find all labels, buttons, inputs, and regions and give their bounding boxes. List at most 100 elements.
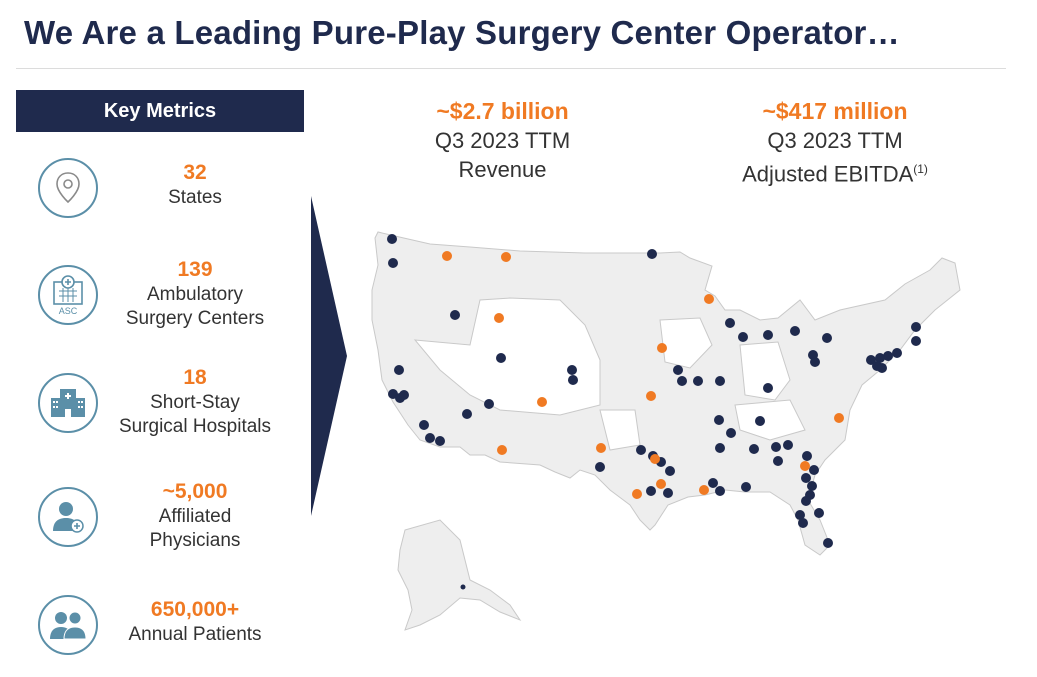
facility-marker-navy [773,456,783,466]
facility-marker-navy [795,510,805,520]
metric-label: Surgical Hospitals [118,416,272,437]
facility-marker-navy [822,333,832,343]
asc-building-icon: ASC [38,265,98,325]
facility-marker-navy [715,443,725,453]
facility-marker-navy [425,433,435,443]
facility-marker-orange [442,251,452,261]
facility-marker-orange [699,485,709,495]
metric-value: 139 [177,258,213,281]
facility-marker-navy [875,353,885,363]
facility-marker-navy [567,365,577,375]
facility-marker-orange [800,461,810,471]
facility-marker-navy [790,326,800,336]
metric-value: 650,000+ [150,598,240,621]
facility-marker-navy [783,440,793,450]
us-mainland-shape [371,231,961,556]
facility-marker-navy [663,488,673,498]
metric-label: Surgery Centers [125,308,265,329]
facility-marker-navy [677,376,687,386]
facility-marker-navy [419,420,429,430]
facility-marker-navy [801,473,811,483]
facility-marker-navy [771,442,781,452]
location-pin-icon [38,158,98,218]
ebitda-label: Adjusted EBITDA [742,161,914,187]
facility-marker-orange [650,454,660,464]
facility-marker-navy [647,249,657,259]
facility-marker-navy [814,508,824,518]
facility-marker-navy [883,351,893,361]
metric-asc: ASC 139 Ambulatory Surgery Centers [38,258,308,345]
alaska-shape [397,519,522,631]
facility-marker-navy [399,390,409,400]
facility-marker-navy [693,376,703,386]
patients-icon [38,595,98,655]
facility-marker-navy [665,466,675,476]
metric-label: Short-Stay [150,392,240,413]
revenue-label: Revenue [458,157,547,182]
facility-marker-navy [726,428,736,438]
chevron-arrow-icon [311,196,347,516]
facility-marker-orange [537,397,547,407]
facility-marker-navy [763,330,773,340]
facility-marker-navy [738,332,748,342]
facility-marker-navy [809,465,819,475]
page-title: We Are a Leading Pure-Play Surgery Cente… [24,14,900,51]
facility-marker-navy [807,481,817,491]
facility-marker-orange [834,413,844,423]
facility-marker-orange [657,343,667,353]
hospital-icon [38,373,98,433]
ebitda-period: Q3 2023 TTM [767,128,903,153]
facility-marker-navy [568,375,578,385]
ebitda-highlight: ~$417 million Q3 2023 TTM Adjusted EBITD… [710,97,960,188]
facility-marker-navy [387,234,397,244]
metric-label: States [168,187,222,208]
facility-marker-navy [435,436,445,446]
facility-marker-navy [741,482,751,492]
ebitda-label-line: Adjusted EBITDA(1) [710,155,960,188]
facility-marker-navy [450,310,460,320]
facility-marker-navy [892,348,902,358]
metric-value: 32 [183,161,207,184]
facility-marker-navy [911,336,921,346]
facility-marker-navy [798,518,808,528]
facility-marker-navy [460,584,466,590]
facility-marker-navy [496,353,506,363]
metric-label: Annual Patients [128,624,262,645]
facility-marker-orange [704,294,714,304]
facility-marker-navy [462,409,472,419]
facility-marker-navy [673,365,683,375]
facility-marker-orange [494,313,504,323]
facility-marker-navy [715,486,725,496]
metric-states: 32 States [38,158,308,238]
facility-marker-navy [646,486,656,496]
physician-icon [38,487,98,547]
facility-marker-navy [394,365,404,375]
facility-marker-navy [725,318,735,328]
location-markers [387,234,921,590]
facility-marker-orange [501,252,511,262]
facility-marker-orange [497,445,507,455]
key-metrics-header: Key Metrics [16,90,304,132]
facility-marker-navy [636,445,646,455]
metric-hospitals: 18 Short-Stay Surgical Hospitals [38,366,308,453]
facility-marker-navy [801,496,811,506]
facility-marker-navy [388,258,398,268]
facility-marker-navy [484,399,494,409]
facility-marker-orange [632,489,642,499]
revenue-value: ~$2.7 billion [436,98,569,124]
revenue-highlight: ~$2.7 billion Q3 2023 TTM Revenue [400,97,605,184]
ebitda-value: ~$417 million [762,98,908,124]
facility-marker-navy [877,363,887,373]
svg-text:ASC: ASC [59,306,78,316]
metric-value: ~5,000 [162,480,228,503]
facility-marker-navy [763,383,773,393]
ebitda-footnote: (1) [913,162,928,176]
metric-patients: 650,000+ Annual Patients [38,595,308,675]
facility-marker-navy [823,538,833,548]
facility-marker-orange [596,443,606,453]
us-locations-map [371,231,961,631]
facility-marker-navy [715,376,725,386]
facility-marker-navy [595,462,605,472]
metric-value: 18 [183,366,207,389]
metric-label: Physicians [149,530,241,551]
